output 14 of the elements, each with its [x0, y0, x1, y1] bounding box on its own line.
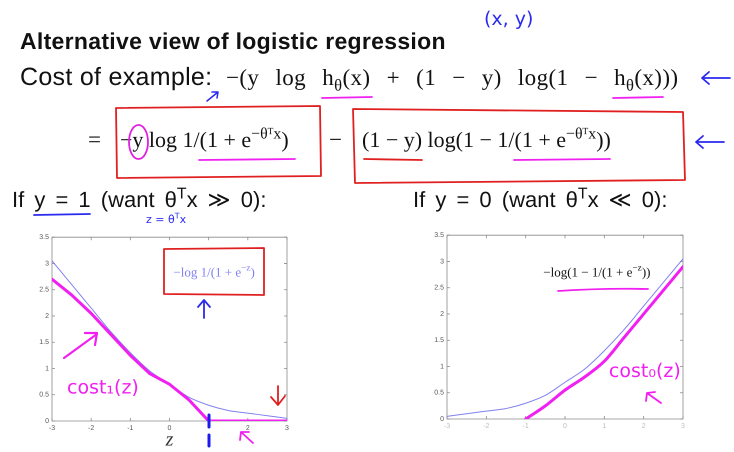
line-series [524, 265, 683, 419]
text: Cost of example: [20, 63, 212, 91]
text: = [88, 127, 101, 152]
series-label: cost₀(z) [608, 360, 681, 382]
series-label: cost₁(z) [67, 376, 139, 398]
text: − [329, 127, 342, 152]
text: Alternative view of logistic regression [20, 28, 446, 54]
chart-title: If y = 0 (want θ$^{T}$x ≪ 0): [413, 186, 668, 212]
chart-title: If y = 1 (want θ$^{T}$x ≫ 0): [12, 186, 266, 212]
line-series [447, 258, 683, 417]
text: (x, y) [484, 8, 534, 30]
text: z = θ$^{T}$x [146, 211, 186, 226]
text: −(y log h$_{θ}$(x) + (1 − y) log(1 − h$_{θ}$(x))) [226, 65, 678, 95]
text: (1 − y) log(1 − 1/(1 + e$^{−θᵀx}$)) [362, 126, 611, 152]
